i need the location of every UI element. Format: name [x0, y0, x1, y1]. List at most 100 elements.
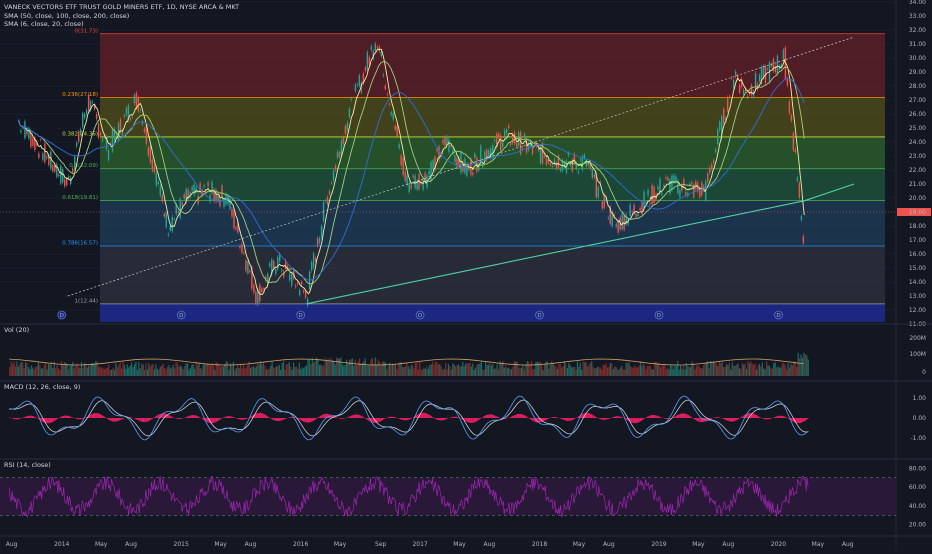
- macd-histogram-bar: [659, 417, 660, 418]
- price-axis[interactable]: 34.0033.0032.0031.0030.0029.0028.0027.00…: [896, 0, 932, 550]
- macd-histogram-bar: [731, 418, 732, 422]
- candle-body: [715, 149, 716, 151]
- macd-histogram-bar: [788, 418, 789, 419]
- time-tick-label: May: [692, 541, 705, 548]
- candle-body: [351, 99, 352, 100]
- volume-bar: [349, 360, 350, 376]
- macd-histogram-bar: [636, 418, 637, 423]
- volume-bar: [218, 365, 219, 376]
- sma-short-legend[interactable]: SMA (6, close, 20, close): [4, 20, 84, 28]
- volume-bar: [383, 361, 384, 376]
- volume-bar: [21, 362, 22, 376]
- candle-body: [299, 290, 300, 295]
- candle-body: [152, 159, 153, 170]
- volume-bar: [236, 368, 237, 376]
- macd-histogram-bar: [718, 417, 719, 418]
- volume-bar: [316, 358, 317, 376]
- rsi-tick-label: 60.00: [909, 484, 926, 491]
- volume-bar: [752, 364, 753, 376]
- macd-histogram-bar: [426, 413, 427, 418]
- volume-bar: [108, 364, 109, 376]
- macd-histogram-bar: [155, 417, 156, 418]
- volume-bar: [554, 365, 555, 376]
- dividend-marker-label: D: [60, 313, 64, 319]
- volume-bar: [365, 358, 366, 376]
- candle-body: [319, 238, 320, 243]
- price-tick-label: 15.00: [909, 265, 926, 272]
- macd-histogram-bar: [456, 417, 457, 418]
- volume-bar: [267, 369, 268, 376]
- volume-bar: [448, 364, 449, 376]
- volume-bar: [462, 362, 463, 376]
- volume-bar: [112, 368, 113, 376]
- volume-bar: [614, 366, 615, 376]
- volume-bar: [68, 369, 69, 376]
- macd-histogram-bar: [666, 418, 667, 419]
- volume-bar: [386, 369, 387, 376]
- volume-bar: [504, 368, 505, 376]
- candle-body: [679, 190, 680, 197]
- candle-body: [231, 209, 232, 217]
- candle-body: [717, 130, 718, 145]
- volume-bar: [89, 366, 90, 376]
- macd-histogram-bar: [682, 413, 683, 418]
- macd-histogram-bar: [738, 418, 739, 419]
- candle-body: [383, 75, 384, 76]
- volume-bar: [180, 365, 181, 376]
- volume-bar: [783, 363, 784, 376]
- fib-band: [100, 201, 885, 246]
- macd-histogram-bar: [50, 418, 51, 423]
- macd-histogram-bar: [272, 418, 273, 420]
- macd-histogram-bar: [422, 413, 423, 418]
- time-tick-label: 2020: [771, 541, 786, 548]
- candle-body: [261, 288, 262, 292]
- rsi-band: [0, 478, 896, 516]
- macd-histogram-bar: [428, 415, 429, 418]
- volume-bar: [501, 363, 502, 376]
- macd-histogram-bar: [215, 418, 216, 422]
- macd-histogram-bar: [673, 417, 674, 418]
- macd-histogram-bar: [680, 414, 681, 418]
- fib-band: [100, 97, 885, 136]
- sma-long-legend[interactable]: SMA (50, close, 100, close, 200, close): [4, 12, 129, 20]
- volume-bar: [342, 364, 343, 376]
- volume-bar: [161, 366, 162, 376]
- volume-title[interactable]: Vol (20): [4, 326, 29, 334]
- candle-body: [412, 176, 413, 178]
- candle-body: [50, 152, 51, 169]
- time-tick-label: May: [334, 541, 347, 548]
- volume-bar: [92, 363, 93, 376]
- volume-bar: [517, 362, 518, 376]
- volume-tick-label: 100M: [909, 351, 926, 358]
- candle-body: [387, 94, 388, 95]
- candle-body: [707, 174, 708, 182]
- volume-bar: [522, 365, 523, 376]
- volume-bar: [246, 367, 247, 376]
- macd-histogram-bar: [99, 414, 100, 418]
- candle-body: [795, 149, 796, 152]
- candle-body: [653, 187, 654, 203]
- volume-bar: [406, 363, 407, 376]
- volume-bar: [56, 365, 57, 376]
- volume-bar: [250, 368, 251, 376]
- dividend-marker-label: D: [776, 313, 780, 319]
- candle-body: [594, 175, 595, 178]
- rsi-title[interactable]: RSI (14, close): [4, 461, 51, 469]
- candle-body: [297, 283, 298, 284]
- volume-bar: [441, 366, 442, 376]
- macd-title[interactable]: MACD (12, 26, close, 9): [4, 383, 80, 391]
- macd-histogram-bar: [511, 417, 512, 418]
- volume-bar: [269, 369, 270, 376]
- macd-histogram-bar: [323, 414, 324, 418]
- candle-body: [183, 194, 184, 198]
- candle-body: [82, 113, 83, 126]
- volume-bar: [802, 358, 803, 376]
- volume-bar: [320, 364, 321, 376]
- macd-histogram-bar: [102, 416, 103, 418]
- macd-histogram-bar: [229, 416, 230, 418]
- volume-bar: [482, 370, 483, 376]
- volume-bar: [514, 362, 515, 376]
- macd-histogram-bar: [729, 418, 730, 421]
- macd-histogram-bar: [302, 418, 303, 421]
